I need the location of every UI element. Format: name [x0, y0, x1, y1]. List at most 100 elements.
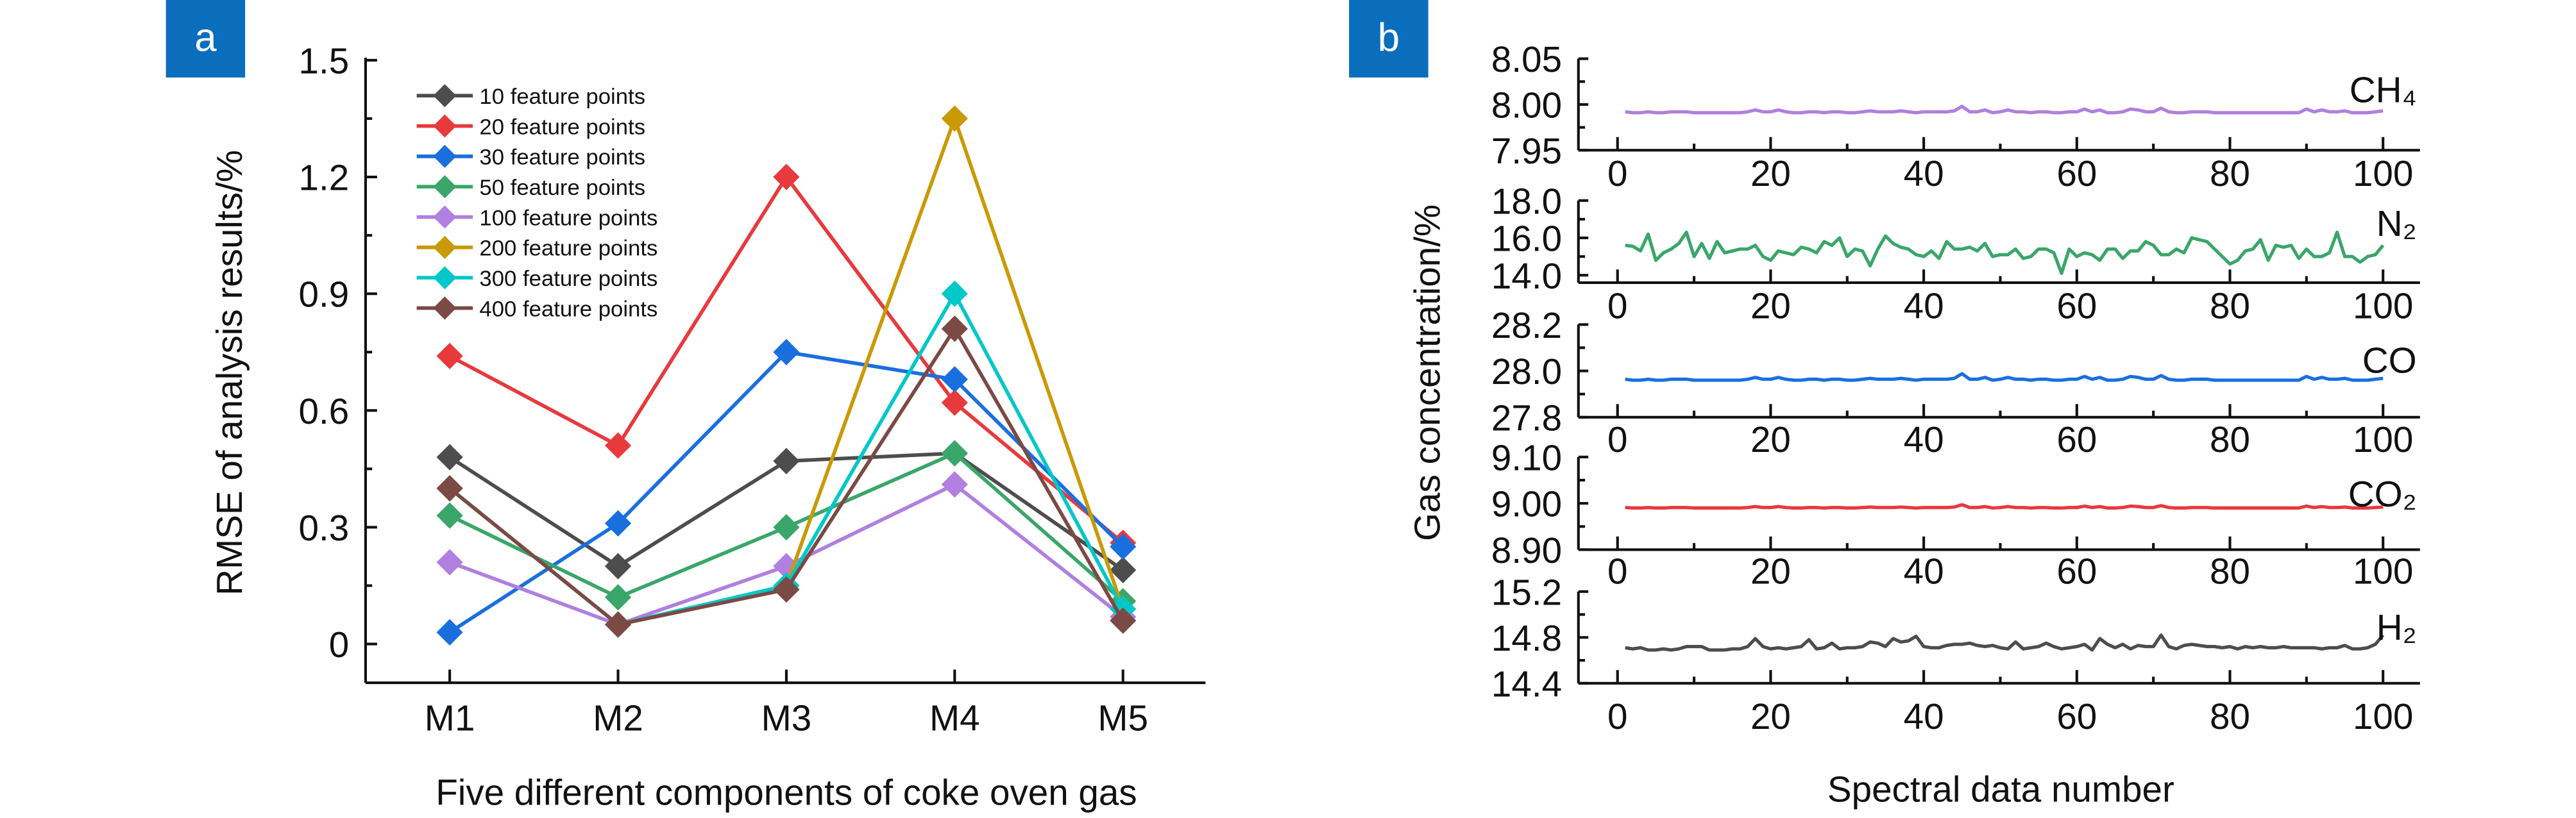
- series-10-feature-points: [436, 440, 1137, 583]
- legend-label: 400 feature points: [479, 297, 657, 321]
- subplot-4: 14.4 14.8 15.2 0 20 40 60 80 100 H₂: [1491, 572, 2420, 737]
- y-tick-label: 9.00: [1491, 484, 1562, 524]
- series-label: N₂: [2377, 203, 2417, 244]
- subplot-0: 7.95 8.00 8.05 0 20 40 60 80 100 CH₄: [1491, 39, 2420, 194]
- data-point-marker: [773, 513, 800, 541]
- data-point-marker: [773, 576, 800, 603]
- y-tick-label: 18.0: [1491, 181, 1562, 221]
- series-400-feature-points: [436, 315, 1137, 638]
- x-tick-label: 60: [2056, 153, 2097, 194]
- data-point-marker: [1110, 533, 1137, 560]
- x-tick-label: 60: [2056, 419, 2097, 460]
- panel-b-label: b: [1378, 16, 1400, 60]
- y-tick-label: 8.05: [1491, 39, 1562, 79]
- series-100-feature-points: [436, 471, 1137, 638]
- x-tick-label: 100: [2353, 153, 2413, 194]
- chart-b-ylabel: Gas concentration/%: [1407, 204, 1448, 541]
- x-tick-label: 60: [2056, 696, 2097, 737]
- x-tick-label: 0: [1607, 286, 1627, 326]
- x-tick-label: M2: [593, 698, 643, 739]
- y-tick-label: 0.6: [299, 391, 350, 431]
- data-point-marker: [941, 471, 968, 498]
- data-point-marker: [604, 611, 632, 638]
- legend-marker: [433, 235, 457, 259]
- x-tick-label: 100: [2353, 286, 2413, 326]
- x-tick-label: 40: [1904, 419, 1944, 460]
- data-point-marker: [773, 163, 800, 190]
- series-label: CH₄: [2350, 70, 2417, 110]
- chart-a: 0 0.3 0.6 0.9 1.2 1.5 M1 M2 M3 M4 M5 10 feature poi…: [299, 40, 1206, 739]
- subplot-1: 14.016.018.0 0 20 40 60 80 100 N₂: [1491, 181, 2420, 326]
- legend-marker: [433, 144, 457, 168]
- y-tick-label: 14.0: [1491, 256, 1562, 296]
- y-tick-label: 8.90: [1491, 530, 1562, 571]
- y-tick-label: 1.5: [299, 40, 350, 81]
- data-point-marker: [604, 584, 632, 611]
- panel-a-badge: [165, 0, 246, 78]
- legend-marker: [433, 84, 457, 108]
- y-tick-label: 8.00: [1491, 85, 1562, 126]
- legend-marker: [433, 266, 457, 290]
- x-tick-label: 40: [1904, 153, 1944, 194]
- legend-marker: [433, 296, 457, 320]
- x-tick-label: 80: [2210, 153, 2250, 194]
- x-tick-label: 100: [2353, 696, 2413, 737]
- x-tick-label: 20: [1750, 419, 1791, 460]
- data-point-marker: [604, 553, 632, 580]
- x-tick-label: M5: [1097, 698, 1148, 739]
- x-tick-label: M3: [761, 698, 812, 739]
- x-tick-label: 80: [2210, 696, 2250, 737]
- data-point-marker: [604, 510, 632, 537]
- legend-label: 20 feature points: [479, 115, 645, 139]
- y-tick-label: 0: [329, 624, 349, 665]
- x-tick-label: 0: [1607, 551, 1627, 592]
- data-point-marker: [436, 549, 463, 576]
- data-point-marker: [941, 280, 968, 307]
- x-tick-label: 0: [1607, 696, 1627, 737]
- legend-item: 50 feature points: [416, 175, 645, 200]
- data-point-marker: [773, 447, 800, 474]
- x-tick-label: 100: [2353, 419, 2413, 460]
- legend-marker: [433, 114, 457, 138]
- legend-item: 100 feature points: [416, 205, 657, 230]
- legend-label: 30 feature points: [479, 146, 645, 170]
- legend-label: 300 feature points: [479, 267, 657, 291]
- y-tick-label: 9.10: [1491, 437, 1562, 478]
- y-tick-label: 0.3: [299, 508, 350, 548]
- chart-a-xlabel: Five different components of coke oven g…: [436, 772, 1137, 812]
- legend-item: 200 feature points: [416, 235, 657, 261]
- x-tick-label: M1: [425, 698, 475, 739]
- data-point-marker: [1110, 556, 1137, 583]
- series-label: CO₂: [2348, 474, 2417, 514]
- legend-item: 30 feature points: [416, 144, 645, 170]
- x-tick-label: 20: [1750, 286, 1791, 326]
- y-tick-label: 28.0: [1491, 351, 1562, 392]
- data-point-marker: [941, 389, 968, 416]
- data-point-marker: [436, 444, 463, 471]
- legend-label: 10 feature points: [479, 85, 645, 109]
- legend-marker: [433, 205, 457, 229]
- series-line: [1625, 633, 2385, 652]
- legend-item: 20 feature points: [416, 114, 645, 139]
- series-line: [1625, 230, 2385, 275]
- chart-b-xlabel: Spectral data number: [1827, 769, 2174, 809]
- x-tick-label: 80: [2210, 551, 2250, 592]
- subplot-3: 8.90 9.00 9.10 0 20 40 60 80 100 CO₂: [1491, 437, 2420, 592]
- x-tick-label: 40: [1904, 696, 1944, 737]
- x-tick-label: M4: [929, 698, 980, 739]
- data-point-marker: [941, 440, 968, 467]
- series-line: [1625, 104, 2384, 115]
- x-tick-label: 80: [2210, 419, 2250, 460]
- data-point-marker: [604, 432, 632, 459]
- x-tick-label: 20: [1750, 551, 1791, 592]
- y-tick-label: 27.8: [1491, 397, 1562, 438]
- data-point-marker: [436, 619, 463, 646]
- data-point-marker: [941, 315, 968, 342]
- x-tick-label: 20: [1750, 153, 1791, 194]
- legend-item: 400 feature points: [416, 296, 657, 321]
- data-point-marker: [436, 342, 463, 369]
- data-point-marker: [941, 105, 968, 132]
- data-point-marker: [436, 475, 463, 502]
- series-30-feature-points: [436, 338, 1137, 646]
- data-point-marker: [436, 502, 463, 529]
